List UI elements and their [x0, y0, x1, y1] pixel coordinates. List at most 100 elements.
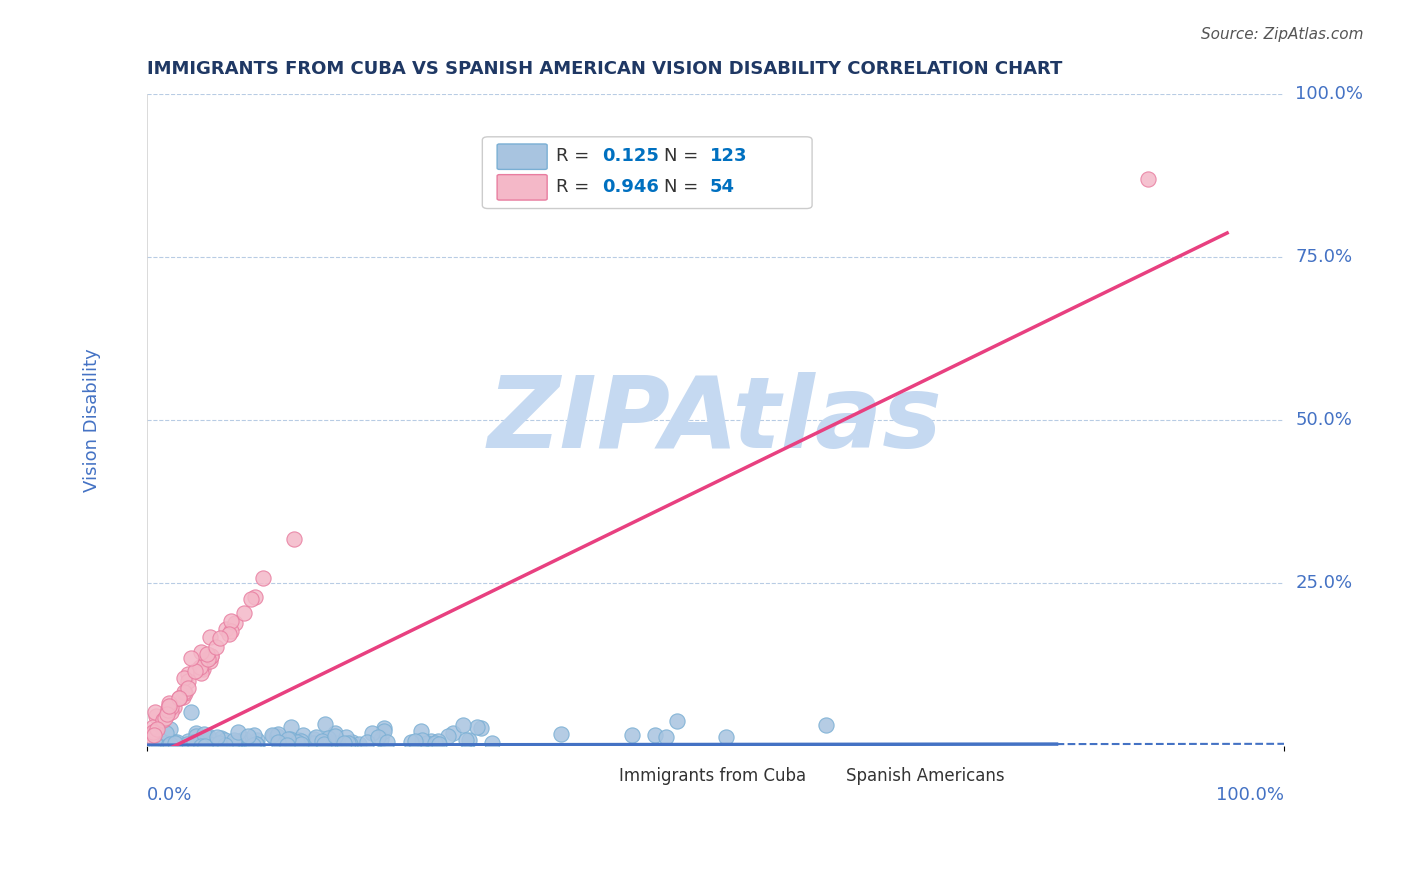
Point — [156, 739, 179, 753]
Point — [226, 725, 249, 739]
Point — [239, 591, 262, 606]
Point — [235, 736, 257, 750]
Text: 50.0%: 50.0% — [1295, 411, 1353, 429]
Point — [190, 645, 212, 659]
Point — [277, 731, 299, 746]
Point — [267, 735, 290, 749]
Point — [157, 698, 180, 713]
Point — [200, 648, 222, 663]
Point — [235, 736, 257, 750]
Point — [655, 731, 678, 745]
Point — [233, 738, 256, 752]
Point — [173, 686, 195, 700]
Point — [252, 571, 274, 585]
Point — [194, 739, 217, 753]
Text: 123: 123 — [710, 147, 747, 165]
Point — [152, 713, 174, 727]
Point — [184, 729, 207, 743]
Point — [644, 728, 666, 742]
Point — [169, 691, 191, 706]
Point — [209, 731, 232, 746]
Point — [454, 732, 477, 747]
Point — [415, 736, 437, 750]
Point — [270, 739, 292, 753]
Point — [716, 730, 738, 744]
Point — [276, 738, 298, 752]
Point — [401, 735, 423, 749]
Point — [177, 673, 200, 688]
Text: 100.0%: 100.0% — [1295, 86, 1364, 103]
Point — [305, 730, 328, 744]
Point — [316, 737, 339, 751]
FancyBboxPatch shape — [498, 144, 547, 169]
Text: Source: ZipAtlas.com: Source: ZipAtlas.com — [1201, 27, 1364, 42]
Point — [314, 717, 336, 731]
Point — [226, 734, 249, 748]
Point — [419, 733, 441, 747]
Text: IMMIGRANTS FROM CUBA VS SPANISH AMERICAN VISION DISABILITY CORRELATION CHART: IMMIGRANTS FROM CUBA VS SPANISH AMERICAN… — [146, 60, 1063, 78]
Point — [621, 728, 644, 742]
Text: 0.125: 0.125 — [602, 147, 658, 165]
Point — [198, 630, 221, 644]
Point — [245, 737, 267, 751]
Text: 100.0%: 100.0% — [1216, 786, 1284, 804]
Point — [283, 532, 305, 546]
Point — [191, 662, 214, 676]
Point — [290, 737, 312, 751]
Point — [224, 736, 246, 750]
Point — [339, 737, 361, 751]
Point — [260, 728, 283, 742]
Point — [246, 732, 269, 747]
Point — [142, 725, 165, 739]
Point — [337, 736, 360, 750]
Point — [299, 737, 322, 751]
Text: Spanish Americans: Spanish Americans — [846, 767, 1005, 785]
Point — [190, 660, 212, 674]
Point — [266, 729, 288, 743]
Point — [205, 730, 228, 744]
Point — [411, 732, 433, 747]
Point — [207, 738, 229, 752]
Text: N =: N = — [664, 147, 704, 165]
Point — [214, 733, 236, 747]
Point — [290, 733, 312, 747]
Point — [356, 734, 378, 748]
Point — [157, 698, 180, 713]
Point — [285, 735, 308, 749]
Point — [139, 729, 162, 743]
Point — [205, 640, 228, 654]
Point — [173, 685, 195, 699]
Point — [441, 726, 464, 740]
Point — [315, 732, 337, 747]
Point — [285, 732, 308, 747]
FancyBboxPatch shape — [793, 762, 837, 790]
Point — [321, 737, 343, 751]
Text: Immigrants from Cuba: Immigrants from Cuba — [619, 767, 806, 785]
Point — [312, 737, 335, 751]
Point — [156, 706, 179, 720]
Point — [323, 729, 346, 743]
Point — [153, 711, 176, 725]
Point — [233, 731, 256, 746]
Text: R =: R = — [557, 147, 595, 165]
Point — [201, 732, 224, 747]
Point — [550, 727, 572, 741]
Point — [197, 732, 219, 747]
Point — [465, 720, 488, 734]
Point — [470, 721, 492, 735]
Point — [323, 726, 346, 740]
Point — [214, 738, 236, 752]
Point — [163, 734, 186, 748]
Point — [360, 726, 382, 740]
Point — [429, 737, 451, 751]
Point — [375, 734, 398, 748]
Point — [197, 647, 219, 661]
Point — [163, 736, 186, 750]
Point — [184, 739, 207, 753]
Point — [148, 736, 170, 750]
Point — [280, 721, 302, 735]
Point — [145, 708, 167, 723]
Point — [404, 733, 426, 747]
Point — [304, 731, 326, 746]
Point — [242, 738, 264, 752]
